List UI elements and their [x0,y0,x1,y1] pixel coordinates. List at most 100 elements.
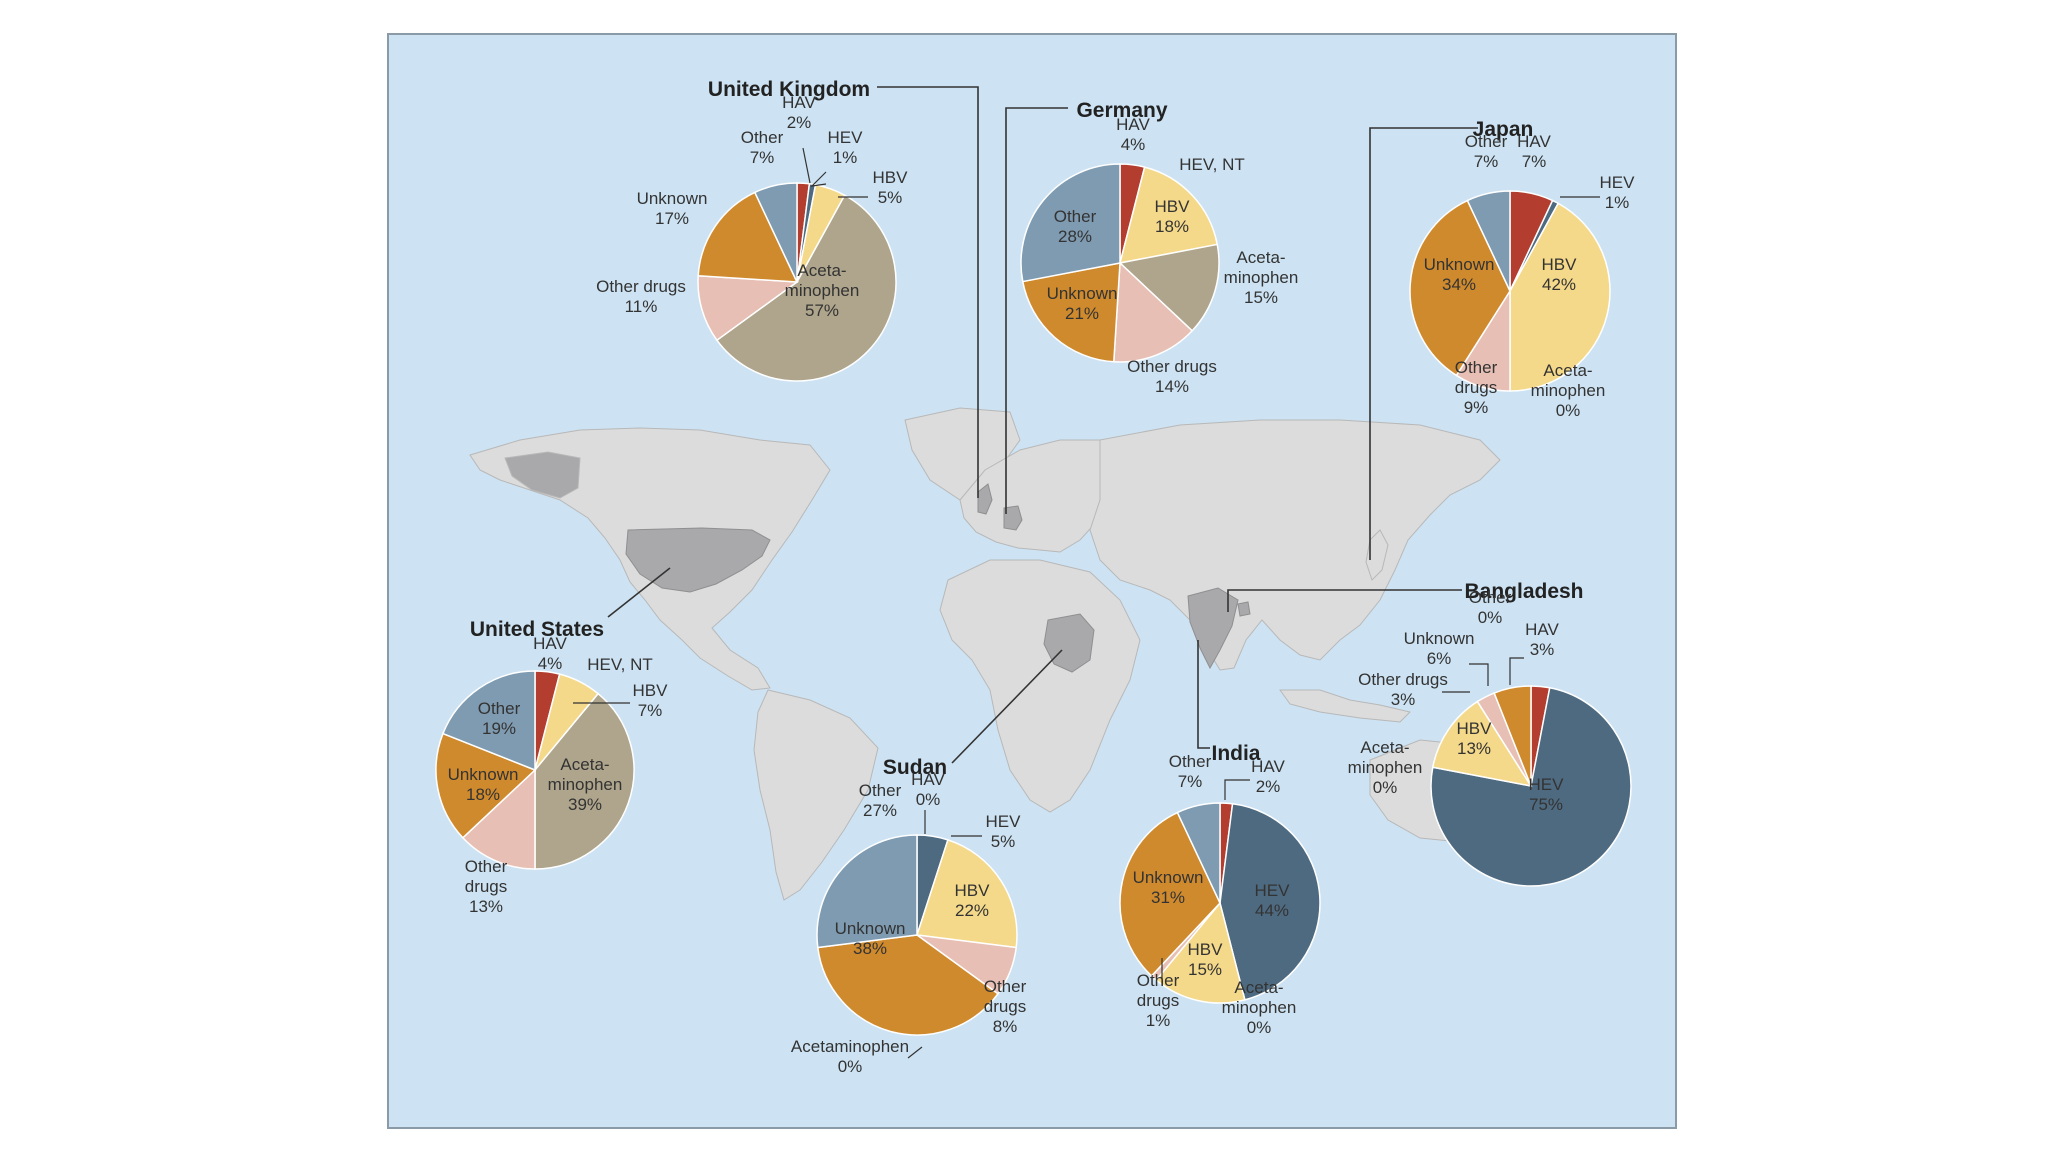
pie-label-bangladesh-unknown: Unknown 6% [1404,629,1475,668]
pie-slice-japan-hbv [1509,202,1611,392]
pie-label-germany-other: Other 28% [1054,207,1097,246]
pie-slice-germany-other-drugs [1112,261,1194,363]
pie-slice-japan-unknown [1409,199,1511,377]
label-leader-india-0 [1224,779,1250,800]
pie-label-germany-other-drugs: Other drugs 14% [1127,357,1217,396]
pie-india: HAV 2% HEV 44% Aceta-minophen 0%HBV 15%Other dr… [1119,752,1321,1037]
pie-label-india-hav: HAV 2% [1251,757,1285,796]
pie-label-united-kingdom-unknown: Unknown 17% [637,189,708,228]
pie-label-germany-hav: HAV 4% [1116,115,1150,154]
pie-label-bangladesh-hav: HAV 3% [1525,620,1559,659]
pie-slice-united-kingdom-acetaminophen [715,194,897,382]
pie-label-bangladesh-acetaminophen: Aceta-minophen 0% [1348,738,1423,797]
pie-label-japan-other-drugs: Other drugs 9% [1455,358,1498,417]
pie-label-united-kingdom-hbv: HBV 5% [873,168,909,207]
pie-slice-germany-hbv [1118,166,1219,264]
pie-label-bangladesh-hbv: HBV 13% [1457,719,1493,758]
pie-label-japan-hav: HAV 7% [1517,132,1551,171]
germany-highlight [1003,505,1023,531]
pie-united-kingdom: HAV 2% HEV 1%HBV 5% Aceta-minophen 57% Other dr… [596,93,909,382]
leader-bangladesh [1227,589,1462,612]
pie-slice-united-kingdom-unknown [697,191,799,283]
pie-label-japan-other: Other 7% [1465,132,1508,171]
indonesia-landmass [1279,689,1411,723]
pie-slice-germany-acetaminophen [1118,243,1220,332]
pie-slice-united-states-acetaminophen [534,692,635,870]
pie-slice-bangladesh-unknown [1493,685,1532,787]
pie-slice-united-states-other-drugs [461,768,536,870]
alaska-landmass [504,451,581,499]
uk-highlight [977,483,993,515]
label-leader-united-kingdom-0 [802,147,811,184]
pie-slice-bangladesh-hev [1430,686,1632,887]
pie-label-united-kingdom-hav: HAV 2% [782,93,816,132]
japan-landmass [1365,529,1389,581]
pie-slice-japan-other [1466,190,1511,292]
pie-label-sudan-hbv: HBV 22% [955,881,991,920]
title-japan: Japan [1473,118,1534,141]
label-leader-bangladesh-2 [1469,663,1489,686]
pie-slice-india-hbv [1155,901,1246,1004]
title-india: India [1211,742,1260,765]
bangladesh-highlight [1237,601,1251,617]
pie-label-sudan-other-drugs: Other drugs 8% [984,977,1027,1036]
pie-slice-united-kingdom-other [753,182,798,283]
pie-slice-bangladesh-hbv [1431,700,1533,788]
leader-india [1197,640,1210,749]
pie-charts: HAV 2%HEV 1%HBV 5%Aceta-minophen 57%Other dr… [435,93,1636,1076]
south-america-landmass [753,689,879,901]
africa-landmass [939,559,1141,813]
pie-label-germany-hbv: HBV 18% [1155,197,1191,236]
pie-label-india-hev: HEV 44% [1255,881,1291,920]
pie-label-sudan-unknown: Unknown 38% [835,919,906,958]
pie-slice-united-states-unknown [435,732,537,839]
pie-label-japan-unknown: Unknown 34% [1424,255,1495,294]
pie-slice-united-kingdom-other-drugs [697,274,800,342]
pie-slice-sudan-unknown [816,934,999,1036]
sudan-highlight [1043,613,1095,673]
pie-label-japan-hev: HEV 1% [1600,173,1636,212]
pie-slice-sudan-hbv [916,838,1018,949]
pie-label-united-states-acetaminophen: Aceta-minophen 39% [548,755,623,814]
pie-label-germany-unknown: Unknown 21% [1047,284,1118,323]
leader-lines [607,86,1478,764]
label-leader-bangladesh-0 [1509,657,1524,685]
pie-label-united-states-other: Other 19% [478,699,521,738]
leader-us [607,567,671,618]
pie-sudan: HAV 0% HEV 5% HBV 22% Other drugs 8% Acetaminophe… [791,770,1027,1076]
pie-label-india-other-drugs: Other drugs 1% [1137,971,1180,1030]
leader-uk [877,86,979,498]
pie-label-united-kingdom-hev: HEV 1% [828,128,864,167]
pie-japan: HAV 7% HEV 1% HBV 42% Aceta-minophen 0% Other dru… [1409,132,1636,420]
pie-label-united-states-hbv: HBV 7% [633,681,669,720]
pie-slice-germany-unknown [1021,262,1121,363]
pie-slice-germany-other [1020,163,1121,283]
label-leader-united-kingdom-1 [810,171,827,187]
pie-slice-india-hev [1219,802,1321,1001]
pie-label-sudan-acetaminophen: Acetaminophen 0% [791,1037,909,1076]
title-united-kingdom: United Kingdom [708,78,870,101]
leader-sudan [951,649,1063,764]
pie-label-india-acetaminophen: Aceta-minophen 0% [1222,978,1297,1037]
pie-slice-united-states-other [441,670,536,772]
pie-slice-sudan-other [816,834,918,949]
pie-label-bangladesh-hev: HEV 75% [1529,775,1565,814]
pie-label-india-hbv: HBV 15% [1188,940,1224,979]
pie-label-japan-hbv: HBV 42% [1542,255,1578,294]
title-united-states: United States [470,618,604,641]
pie-label-united-kingdom-acetaminophen: Aceta-minophen 57% [785,261,860,320]
pie-united-states: HAV 4% HEV, NT HBV 7% Aceta-minophen 39% Other d… [435,634,669,916]
leader-germany [1005,107,1068,514]
pie-label-bangladesh-other: Other 0% [1469,588,1512,627]
label-leader-sudan-2 [907,1046,923,1059]
pie-label-united-states-hev: HEV, NT [587,655,653,674]
pie-label-sudan-hav: HAV 0% [911,770,945,809]
pie-germany: HAV 4% HEV, NT HBV 18% Aceta-minophen 15% Other… [1020,115,1298,396]
pie-label-united-states-unknown: Unknown 18% [448,765,519,804]
pie-label-united-kingdom-other: Other 7% [741,128,784,167]
pie-slice-india-unknown [1119,811,1221,977]
pie-label-sudan-other: Other 27% [859,781,902,820]
pie-label-india-other: Other 7% [1169,752,1212,791]
title-bangladesh: Bangladesh [1464,580,1583,603]
